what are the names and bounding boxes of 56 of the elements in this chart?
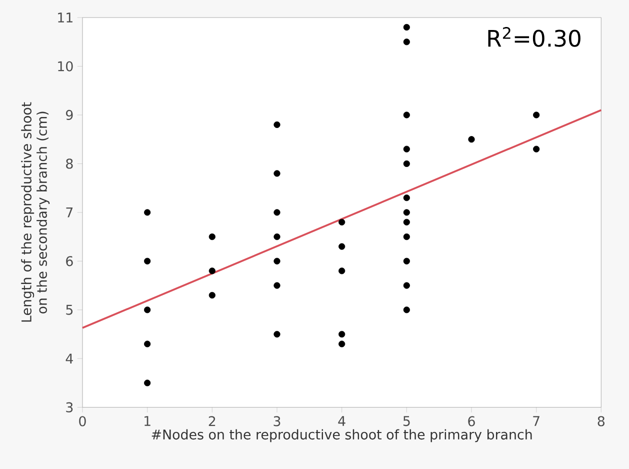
y-tick-label: 3 — [66, 402, 73, 412]
annotation: R$^{2}$=0.30 — [488, 26, 580, 47]
x-tick-label: 3 — [274, 416, 280, 426]
x-tick-label: 2 — [208, 416, 216, 426]
point — [403, 38, 410, 46]
point — [403, 24, 410, 30]
point — [403, 209, 410, 216]
point — [403, 194, 410, 202]
y-tick-label: 5 — [66, 304, 73, 315]
y-tick-label: 7 — [66, 207, 73, 218]
point — [338, 268, 346, 274]
x-tick-label: 7 — [533, 416, 540, 426]
point — [274, 233, 280, 240]
point — [274, 258, 280, 264]
point — [144, 306, 151, 314]
point — [274, 282, 280, 289]
y-tick-label: 6 — [66, 256, 73, 266]
point — [338, 218, 346, 226]
point — [468, 136, 475, 143]
x-tick-label: 8 — [598, 416, 605, 426]
y-tick-label: 11 — [58, 12, 72, 22]
point — [338, 330, 346, 338]
point — [208, 268, 216, 274]
y-tick-label: 10 — [58, 61, 73, 72]
point — [274, 121, 280, 128]
point — [144, 340, 151, 348]
y-tick-label: 9 — [66, 110, 73, 120]
point — [403, 160, 410, 167]
point — [403, 146, 410, 152]
point — [338, 243, 346, 250]
x-tick-label: 4 — [338, 416, 346, 426]
point — [274, 209, 280, 216]
point — [533, 146, 540, 152]
x-tick-label: 5 — [403, 416, 410, 426]
point — [338, 340, 346, 348]
y-axis-title: Length of the reproductive shoot on the secondary branch (cm) — [21, 102, 50, 322]
point — [403, 233, 410, 240]
x-tick-label: 6 — [468, 416, 475, 426]
point — [403, 282, 410, 289]
point — [144, 380, 151, 386]
x-tick-label: 1 — [144, 416, 150, 426]
point — [144, 258, 151, 264]
point — [403, 218, 410, 226]
y-tick-label: 4 — [66, 354, 73, 364]
point — [403, 258, 410, 264]
x-axis-title: #Nodes on the reproductive shoot of the primary branch — [152, 429, 532, 442]
point — [274, 170, 280, 177]
point — [533, 112, 540, 118]
point — [208, 292, 216, 298]
point — [403, 306, 410, 314]
x-tick-label: 0 — [79, 416, 86, 426]
y-tick-label: 8 — [66, 158, 73, 169]
point — [144, 209, 151, 216]
point — [274, 330, 280, 338]
point — [208, 233, 216, 240]
point — [403, 112, 410, 118]
